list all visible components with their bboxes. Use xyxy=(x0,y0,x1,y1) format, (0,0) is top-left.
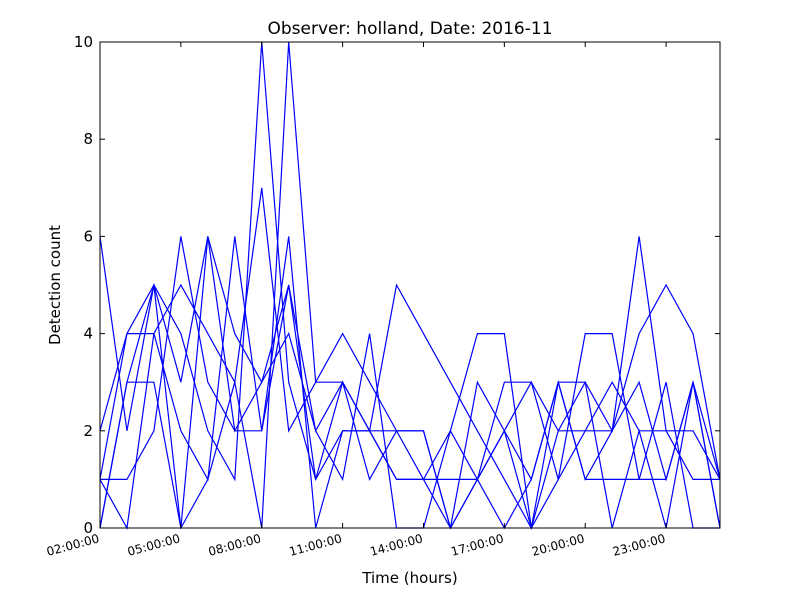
x-tick-label: 05:00:00 xyxy=(126,531,182,558)
y-axis-label: Detection count xyxy=(46,225,64,345)
series-line-6 xyxy=(100,236,721,529)
plot-frame xyxy=(99,41,721,529)
series-line-3 xyxy=(99,41,720,530)
x-axis-label: Time (hours) xyxy=(361,569,457,587)
x-tick-label: 11:00:00 xyxy=(288,531,344,558)
series-line-5 xyxy=(99,187,721,530)
x-tick-label: 17:00:00 xyxy=(449,531,505,558)
series-line-2 xyxy=(99,236,721,530)
y-tick-label: 2 xyxy=(83,422,93,440)
x-tick-label: 23:00:00 xyxy=(611,531,667,558)
x-tick-label: 08:00:00 xyxy=(207,531,263,558)
series-line-7 xyxy=(99,236,721,530)
y-tick-label: 10 xyxy=(74,33,93,51)
x-tick-label: 14:00:00 xyxy=(369,531,425,558)
x-tick-label: 20:00:00 xyxy=(530,531,586,558)
series-lines xyxy=(99,41,721,530)
chart-title: Observer: holland, Date: 2016-11 xyxy=(267,19,552,39)
y-tick-label: 4 xyxy=(83,325,93,343)
series-line-1 xyxy=(99,41,720,530)
y-tick-label: 8 xyxy=(83,130,93,148)
y-tick-label: 6 xyxy=(83,227,93,245)
series-line-4 xyxy=(99,236,721,530)
x-tick-label: 02:00:00 xyxy=(45,531,101,558)
y-tick-label: 0 xyxy=(83,519,93,537)
